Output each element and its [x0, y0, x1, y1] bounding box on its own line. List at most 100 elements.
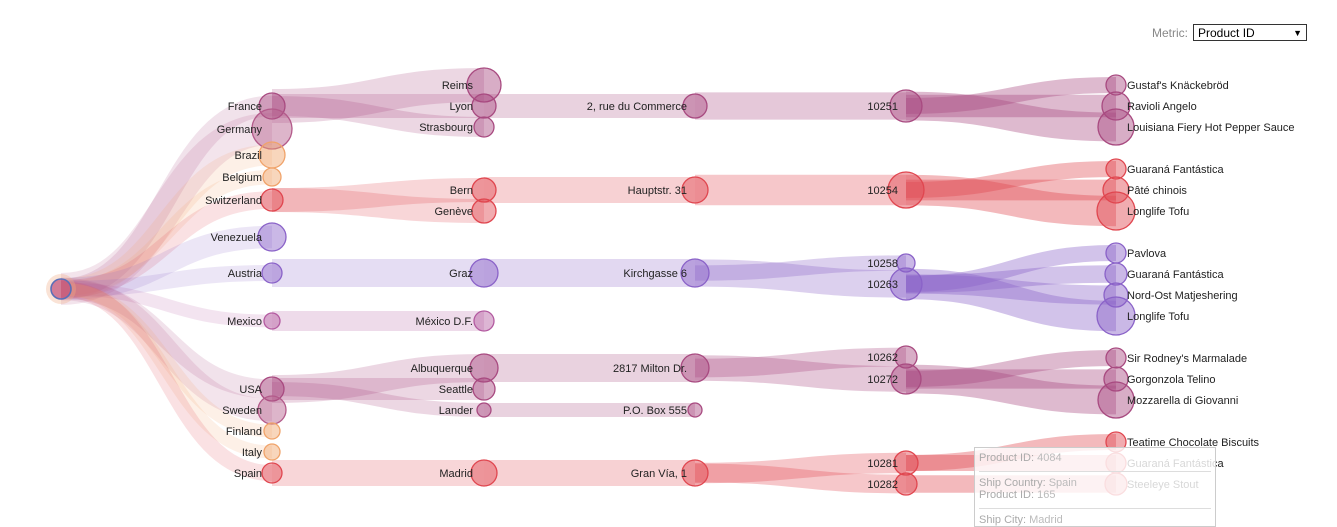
order-label: 10254	[867, 185, 898, 197]
country-label: Venezuela	[211, 232, 263, 244]
link-country-city	[271, 178, 485, 212]
product-node[interactable]	[1103, 282, 1129, 308]
city-node[interactable]	[471, 177, 497, 203]
link-order-product	[905, 77, 1117, 114]
country-node[interactable]	[261, 262, 283, 284]
city-label: México D.F.	[416, 316, 473, 328]
order-node[interactable]	[893, 450, 919, 476]
link-root-country	[60, 169, 273, 297]
country-node[interactable]	[258, 92, 286, 120]
metric-select[interactable]: Product ID ▼	[1193, 24, 1307, 41]
city-node[interactable]	[472, 377, 496, 401]
root-node[interactable]	[50, 278, 72, 300]
link-order-product	[905, 265, 1117, 293]
city-node[interactable]	[476, 402, 492, 418]
country-label: Italy	[242, 447, 263, 459]
order-label: 10263	[867, 279, 898, 291]
order-node[interactable]	[894, 345, 918, 369]
tooltip-divider	[979, 508, 1211, 509]
country-label: USA	[239, 384, 262, 396]
order-node[interactable]	[887, 171, 925, 209]
link-address-order	[694, 355, 907, 392]
link-root-country	[60, 144, 273, 300]
link-root-country	[60, 282, 273, 328]
city-label: Lander	[439, 405, 474, 417]
product-node[interactable]	[1104, 262, 1128, 286]
tooltip-key: Ship Country:	[979, 477, 1046, 489]
product-node[interactable]	[1096, 191, 1136, 231]
country-node[interactable]	[251, 108, 293, 150]
link-order-product	[905, 161, 1117, 198]
product-node[interactable]	[1103, 366, 1129, 392]
product-node[interactable]	[1105, 242, 1127, 264]
country-node[interactable]	[257, 395, 287, 425]
city-label: Albuquerque	[411, 363, 473, 375]
order-node[interactable]	[894, 472, 918, 496]
product-label: Longlife Tofu	[1127, 311, 1189, 323]
link-order-product	[905, 364, 1117, 415]
city-label: Seattle	[439, 384, 473, 396]
country-node[interactable]	[262, 167, 282, 187]
city-node[interactable]	[469, 258, 499, 288]
country-node[interactable]	[259, 376, 285, 402]
city-node[interactable]	[471, 198, 497, 224]
city-label: Madrid	[439, 468, 473, 480]
order-node[interactable]	[890, 363, 922, 395]
link-address-order	[694, 255, 907, 281]
address-node[interactable]	[681, 459, 709, 487]
country-label: Brazil	[234, 150, 262, 162]
country-node[interactable]	[258, 141, 286, 169]
address-node[interactable]	[681, 176, 709, 204]
country-node[interactable]	[263, 443, 281, 461]
city-node[interactable]	[473, 116, 495, 138]
address-node[interactable]	[680, 258, 710, 288]
metric-label: Metric:	[1152, 25, 1188, 40]
link-country-city	[271, 354, 485, 403]
country-node[interactable]	[263, 312, 281, 330]
product-node[interactable]	[1102, 176, 1130, 204]
country-label: Spain	[234, 468, 262, 480]
country-node[interactable]	[257, 222, 287, 252]
country-node[interactable]	[261, 462, 283, 484]
country-label: Germany	[217, 124, 263, 136]
link-root-country	[60, 279, 273, 399]
country-node[interactable]	[263, 422, 281, 440]
country-label: Mexico	[227, 316, 262, 328]
city-node[interactable]	[469, 353, 499, 383]
address-label: Kirchgasse 6	[623, 268, 687, 280]
product-node[interactable]	[1097, 108, 1135, 146]
product-node[interactable]	[1105, 74, 1127, 96]
city-node[interactable]	[471, 93, 497, 119]
product-label: Guaraná Fantástica	[1127, 164, 1224, 176]
city-node[interactable]	[470, 459, 498, 487]
order-node[interactable]	[896, 253, 916, 273]
link-root-country	[60, 191, 273, 298]
hover-tooltip: Product ID: 4084 Ship Country: Spain Pro…	[974, 447, 1216, 527]
city-node[interactable]	[466, 67, 502, 103]
product-node[interactable]	[1096, 296, 1136, 336]
product-node[interactable]	[1105, 158, 1127, 180]
address-node[interactable]	[680, 353, 710, 383]
links-layer	[60, 68, 1117, 494]
city-label: Bern	[450, 185, 473, 197]
product-node[interactable]	[1105, 347, 1127, 369]
link-address-order	[694, 259, 907, 298]
city-node[interactable]	[473, 310, 495, 332]
address-label: Hauptstr. 31	[628, 185, 687, 197]
link-order-product	[905, 350, 1117, 387]
product-label: Sir Rodney's Marmalade	[1127, 353, 1247, 365]
country-node[interactable]	[260, 188, 284, 212]
address-node[interactable]	[682, 93, 708, 119]
product-label: Pâté chinois	[1127, 185, 1187, 197]
order-node[interactable]	[889, 89, 923, 123]
address-node[interactable]	[687, 402, 703, 418]
product-node[interactable]	[1097, 381, 1135, 419]
metric-control: Metric: Product ID ▼	[1152, 24, 1307, 41]
order-node[interactable]	[889, 267, 923, 301]
link-order-product	[905, 91, 1117, 142]
product-node[interactable]	[1101, 91, 1131, 121]
city-label: Strasbourg	[419, 122, 473, 134]
country-label: Sweden	[222, 405, 262, 417]
tooltip-key: Ship City:	[979, 514, 1027, 526]
